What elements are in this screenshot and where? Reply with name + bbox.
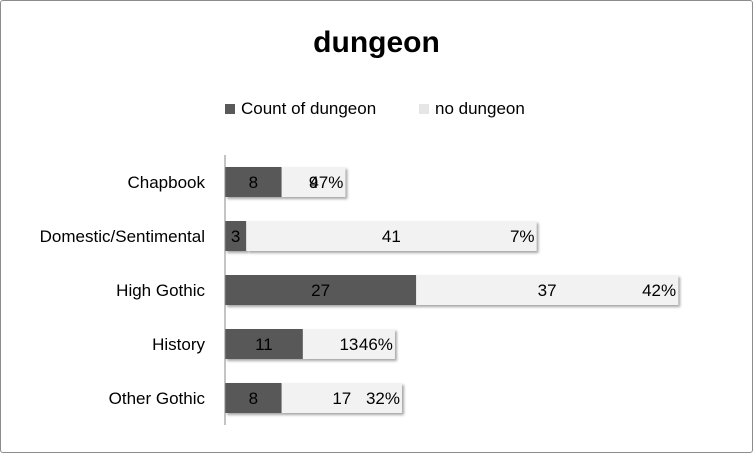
legend-item-no-dungeon: no dungeon bbox=[419, 98, 525, 120]
data-label-percent-history: 46% bbox=[359, 335, 393, 354]
data-label-percent-other-gothic: 32% bbox=[366, 389, 400, 408]
data-label-percent-chapbook: 47% bbox=[309, 173, 343, 192]
bar-no-dungeon-chapbook bbox=[281, 167, 346, 197]
data-label-percent-high-gothic: 42% bbox=[642, 281, 676, 300]
bar-count-of-dungeon-other-gothic bbox=[225, 383, 282, 413]
bar-count-of-dungeon-high-gothic bbox=[225, 275, 417, 305]
bar-count-of-dungeon-history bbox=[225, 329, 303, 359]
chart-title: dungeon bbox=[313, 26, 440, 59]
legend-label-count-of-dungeon: Count of dungeon bbox=[241, 99, 377, 118]
category-label-high-gothic: High Gothic bbox=[116, 281, 205, 300]
category-label-history: History bbox=[152, 335, 205, 354]
legend-label-no-dungeon: no dungeon bbox=[435, 99, 525, 118]
data-label-count-of-dungeon-history: 11 bbox=[255, 335, 273, 354]
category-label-chapbook: Chapbook bbox=[127, 173, 205, 192]
data-label-count-of-dungeon-chapbook: 8 bbox=[249, 173, 258, 192]
data-label-no-dungeon-chapbook: 9 bbox=[309, 173, 318, 192]
data-label-no-dungeon-history: 13 bbox=[339, 335, 358, 354]
bar-no-dungeon-domestic-sentimental bbox=[246, 221, 537, 251]
legend-swatch-no-dungeon bbox=[419, 104, 429, 114]
data-label-no-dungeon-domestic-sentimental: 41 bbox=[382, 227, 401, 246]
bar-no-dungeon-high-gothic bbox=[416, 275, 679, 305]
bar-no-dungeon-history bbox=[302, 329, 395, 359]
data-label-count-of-dungeon-domestic-sentimental: 3 bbox=[231, 227, 240, 246]
bar-count-of-dungeon-domestic-sentimental bbox=[225, 221, 247, 251]
category-label-domestic-sentimental: Domestic/Sentimental bbox=[40, 227, 205, 246]
data-label-count-of-dungeon-other-gothic: 8 bbox=[249, 389, 258, 408]
data-label-count-of-dungeon-high-gothic: 27 bbox=[311, 281, 330, 300]
legend-swatch-count-of-dungeon bbox=[225, 104, 235, 114]
category-label-other-gothic: Other Gothic bbox=[109, 389, 206, 408]
bar-count-of-dungeon-chapbook bbox=[225, 167, 282, 197]
bar-no-dungeon-other-gothic bbox=[281, 383, 402, 413]
legend-item-count-of-dungeon: Count of dungeon bbox=[225, 98, 376, 120]
data-label-no-dungeon-high-gothic: 37 bbox=[538, 281, 557, 300]
data-label-no-dungeon-other-gothic: 17 bbox=[332, 389, 351, 408]
data-label-percent-domestic-sentimental: 7% bbox=[510, 227, 535, 246]
legend: Count of dungeon no dungeon bbox=[0, 98, 753, 120]
